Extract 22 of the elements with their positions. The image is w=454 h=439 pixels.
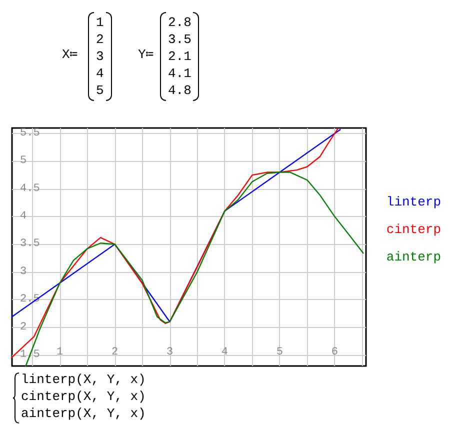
text: 1 2 3 4 5	[95, 14, 105, 100]
text: X≔	[62, 47, 78, 62]
x-tick-label: 1	[56, 346, 64, 358]
series-label: ainterp	[386, 250, 441, 264]
y-tick-label: 3.5	[20, 238, 40, 250]
y-tick-label: 4.5	[20, 182, 40, 195]
y-tick-label: 5	[20, 155, 27, 168]
text: 2.8 3.5 2.1 4.1 4.8	[167, 14, 192, 100]
y-tick-label: 5.5	[20, 128, 40, 140]
text: Y≔	[138, 47, 154, 62]
text: linterp	[386, 194, 441, 210]
x-tick-label: 4	[221, 346, 228, 358]
x-tick-label: 6	[331, 346, 338, 358]
x-tick-label: 2	[111, 346, 118, 358]
line-series	[11, 128, 339, 358]
x-tick-label: 3	[166, 346, 174, 358]
y-tick-label: 3	[20, 266, 27, 278]
text: cinterp	[386, 222, 441, 237]
y-tick-label: 2	[20, 321, 27, 334]
y-tick-label: 4	[20, 210, 27, 223]
x-tick-label: 5	[276, 346, 284, 358]
text: linterp(X, Y, x) cinterp(X, Y, x) ainterp(X, Y, x)	[21, 371, 146, 422]
